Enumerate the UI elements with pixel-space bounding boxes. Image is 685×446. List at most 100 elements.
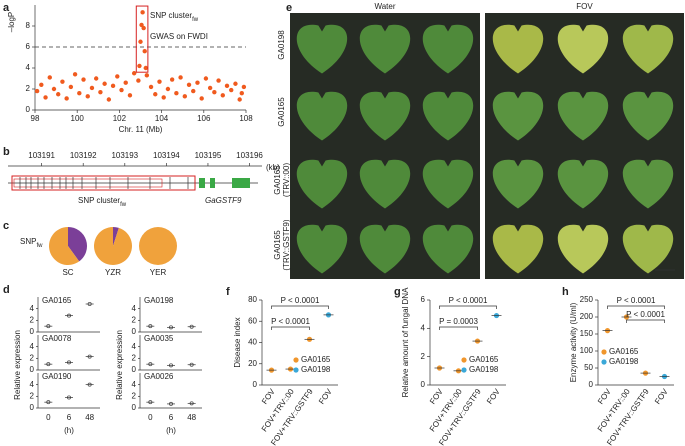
y-tick-label: 0: [132, 365, 137, 374]
y-tick-label: 50: [584, 363, 593, 372]
row-label: GA0165: [273, 165, 282, 195]
x-tick-label: 103194: [153, 151, 180, 160]
snp-point: [229, 87, 234, 93]
y-tick-label: 2: [26, 84, 31, 93]
row-label: (TRV::GSTF9): [282, 219, 291, 270]
y-tick-label: 6: [421, 295, 426, 304]
leaf: [557, 24, 609, 74]
pie-label: YZR: [105, 268, 121, 277]
y-tick-label: 4: [30, 304, 35, 313]
legend-label: GA0165: [469, 355, 499, 364]
leaf: [492, 224, 544, 274]
snp-point: [123, 80, 128, 85]
y-tick-label: 0: [26, 105, 31, 114]
x-axis-label: Chr. 11 (Mb): [119, 125, 163, 134]
snp-point: [43, 95, 48, 100]
y-tick-label: 20: [248, 359, 257, 368]
x-tick-label: 103192: [70, 151, 97, 160]
pie-slice: [68, 227, 88, 262]
series-name: GA0026: [144, 372, 174, 381]
leaf: [557, 224, 609, 274]
snp-point: [81, 77, 86, 82]
y-tick-label: 6: [26, 42, 31, 51]
row-label: GA0198: [277, 30, 286, 60]
snp-point: [89, 85, 95, 91]
y-tick-label: 150: [580, 329, 594, 338]
series-name: GA0190: [42, 372, 72, 381]
y-tick-label: 4: [26, 63, 31, 72]
y-tick-label: 2: [132, 391, 137, 400]
leaf: [422, 159, 474, 209]
y-tick-label: 0: [253, 380, 258, 389]
snp-point: [64, 96, 69, 101]
panel-label: a: [3, 2, 10, 14]
p-value: P < 0.0001: [617, 296, 656, 305]
leaf: [296, 159, 348, 209]
snp-point: [68, 84, 74, 90]
leaf: [422, 224, 474, 274]
pie-slice: [113, 227, 119, 246]
snp-point: [131, 71, 137, 76]
snp-point: [142, 49, 147, 54]
snp-point: [139, 22, 144, 28]
column-label: Water: [374, 2, 395, 11]
snp-point: [224, 83, 230, 89]
p-value: P = 0.0003: [439, 317, 478, 326]
snp-point: [212, 89, 217, 95]
snp-point: [47, 75, 52, 80]
snp-point: [233, 81, 238, 86]
y-tick-label: 4: [132, 342, 137, 351]
snp-point: [161, 95, 166, 100]
y-tick-label: 0: [132, 403, 137, 412]
x-tick-label: 0: [46, 413, 51, 422]
bracket: [607, 305, 665, 309]
snp-point: [216, 78, 221, 83]
x-tick-label: 100: [71, 114, 85, 123]
snp-point: [148, 84, 154, 90]
panel-label: h: [562, 286, 569, 298]
leaf: [296, 91, 348, 141]
y-tick-label: 250: [580, 295, 594, 304]
x-tick-label: FOV: [485, 387, 502, 406]
x-tick-label: 98: [31, 114, 40, 123]
snp-point: [51, 86, 57, 92]
snp-point: [119, 87, 124, 93]
leaf: [359, 159, 411, 209]
x-tick-label: 6: [169, 413, 174, 422]
snp-point: [239, 91, 244, 96]
cluster-region: [11, 175, 196, 191]
exon: [199, 178, 205, 188]
y-tick-label: 80: [248, 295, 257, 304]
snp-point: [77, 91, 82, 96]
y-tick-label: 4: [30, 342, 35, 351]
snp-point: [174, 91, 179, 96]
x-tick-label: 102: [113, 114, 127, 123]
leaf: [622, 24, 674, 74]
row-label: GA0165: [273, 230, 282, 260]
series-name: GA0165: [42, 296, 72, 305]
x-tick-label: 103195: [195, 151, 222, 160]
leaf: [359, 224, 411, 274]
x-tick-label: 103193: [111, 151, 138, 160]
p-value: P < 0.0001: [449, 296, 488, 305]
legend-label: GA0165: [301, 355, 331, 364]
legend-label: GA0198: [609, 357, 639, 366]
leaf: [359, 91, 411, 141]
snp-point: [157, 79, 162, 84]
y-tick-label: 8: [26, 21, 31, 30]
cluster-box: [135, 5, 149, 73]
snp-point: [141, 25, 146, 31]
snp-point: [140, 10, 145, 15]
y-tick-label: 4: [421, 323, 426, 332]
y-tick-label: 100: [580, 346, 594, 355]
cluster-label: SNP clusterfw: [150, 11, 199, 22]
leaf: [296, 24, 348, 74]
snp-point: [72, 72, 78, 77]
cluster-inner: [13, 178, 163, 188]
series-name: GA0198: [144, 296, 174, 305]
snp-point: [85, 94, 90, 99]
row-label: GA0165: [277, 97, 286, 127]
threshold-label: GWAS on FWDI: [150, 32, 208, 41]
legend-label: GA0198: [469, 365, 499, 374]
snp-point: [237, 97, 242, 102]
